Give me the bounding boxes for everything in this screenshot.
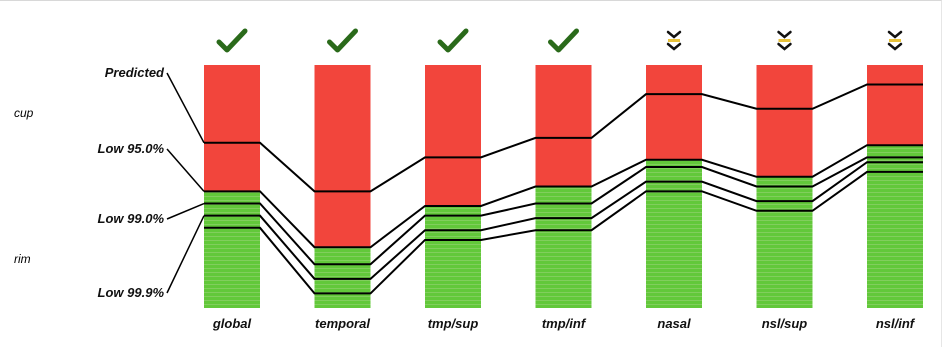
bar-rim-global [204,191,260,308]
chevron-down-icon [777,30,792,51]
bar-cup-tmp-inf [535,65,592,187]
series-leader-line [166,72,205,144]
category-label: tmp/inf [542,316,587,331]
series-line [204,83,923,193]
labels-layer: cup rim global temporal tmp/sup tmp/inf nasa… [14,65,916,331]
category-label: tmp/sup [428,316,479,331]
chevron-down-icon [887,30,903,51]
series-label: Predicted [105,65,165,80]
bars-layer [204,65,923,308]
series-line [204,144,923,249]
category-label: nasal [657,316,691,331]
bar-rim-nsl-inf [867,145,923,308]
category-label: nsl/inf [876,316,916,331]
series-label: Low 99.9% [98,285,165,300]
chevron-down-icon [666,30,682,51]
category-label: nsl/sup [762,316,808,331]
checkmark-icon [437,28,469,53]
checkmark-icon [327,28,358,53]
series-line [204,170,923,295]
checkmark-icon [548,28,579,53]
lines-layer [166,72,923,295]
category-label: temporal [315,316,370,331]
bar-cup-nsl-sup [756,65,813,177]
region-label-cup: cup [14,106,34,120]
bar-cup-nasal [646,65,702,160]
bar-cup-global [204,65,260,192]
series-label: Low 99.0% [98,211,165,226]
bar-rim-tmp-sup [425,205,481,308]
series-line [204,156,923,266]
series-leader-line [166,202,205,220]
checkmark-icon [216,28,248,53]
series-leader-line [166,215,205,294]
bar-rim-temporal [314,247,371,308]
bar-rim-nsl-sup [756,176,813,308]
series-line [204,161,923,280]
series-leader-line [166,148,205,192]
bar-rim-tmp-inf [535,186,592,308]
region-label-rim: rim [14,252,31,266]
bar-cup-temporal [314,65,371,248]
bar-cup-tmp-sup [425,65,481,206]
bar-rim-nasal [646,159,702,308]
icons-layer [216,28,903,53]
bar-cup-nsl-inf [867,65,923,146]
category-label: global [212,316,252,331]
series-label: Low 95.0% [98,141,165,156]
